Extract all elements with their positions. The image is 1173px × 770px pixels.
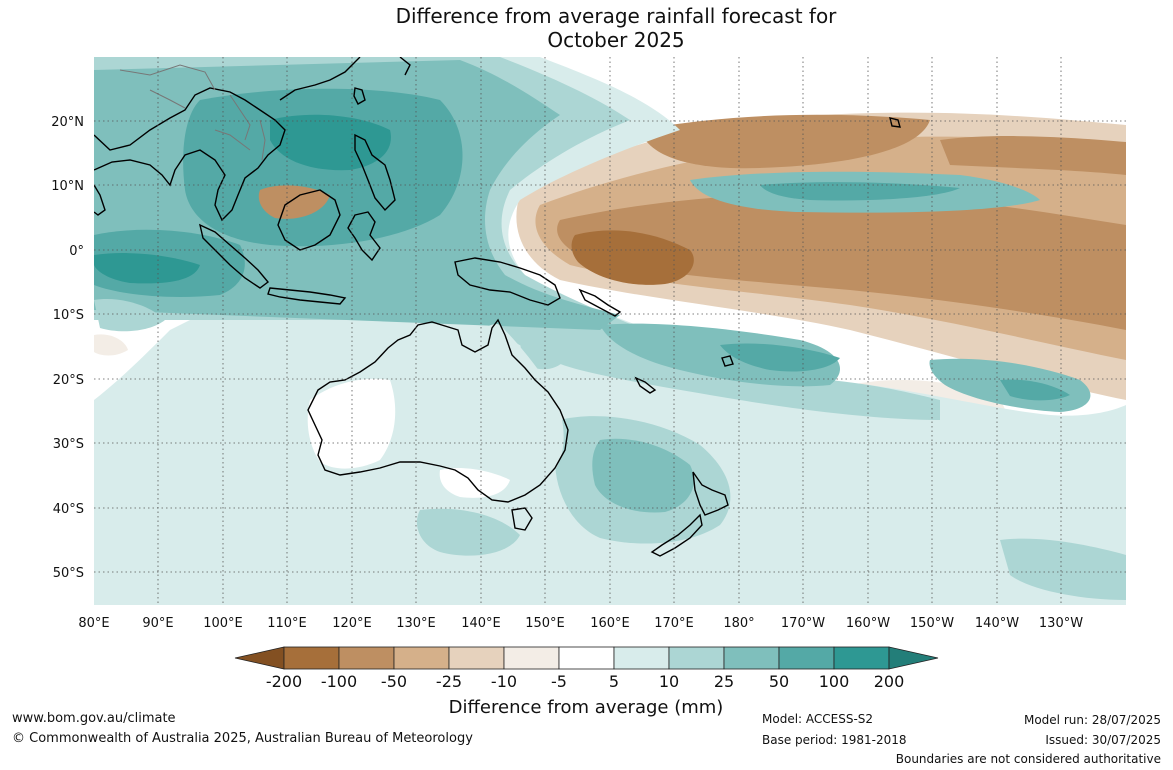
- model-name: Model: ACCESS-S2: [762, 712, 874, 726]
- new-caledonia-coastline: [634, 376, 657, 394]
- colorbar-swatch: [778, 646, 835, 670]
- colorbar-label: -100: [321, 672, 357, 691]
- boundaries-disclaimer: Boundaries are not considered authoritat…: [895, 752, 1161, 766]
- sulawesi-coastline: [347, 211, 381, 262]
- colorbar-label: 10: [659, 672, 679, 691]
- chart-title: Difference from average rainfall forecas…: [0, 4, 1173, 52]
- new-zealand-north-coastline: [692, 471, 729, 516]
- fiji-coastline: [721, 355, 734, 367]
- lon-label: 160°E: [590, 616, 630, 631]
- colorbar-labels: -200 -100 -50 -25 -10 -5 5 10 25 50 100 …: [266, 672, 904, 691]
- model-run-date: Model run: 28/07/2025: [1023, 713, 1161, 727]
- lon-label: 180°: [723, 616, 754, 631]
- australia-coastline: [307, 318, 569, 503]
- colorbar-swatch: [283, 646, 340, 670]
- colorbar-swatch: [558, 646, 615, 670]
- java-coastline: [267, 287, 347, 305]
- lat-label: 30°S: [53, 437, 84, 452]
- issued-date: Issued: 30/07/2025: [1045, 733, 1161, 747]
- lat-label: 40°S: [53, 502, 84, 517]
- lat-label: 10°S: [53, 308, 84, 323]
- lon-label: 170°E: [654, 616, 694, 631]
- mainland-southeast-asia-coastline: [94, 87, 286, 222]
- lon-label: 150°E: [525, 616, 565, 631]
- lon-label: 140°W: [975, 616, 1019, 631]
- lon-label: 110°E: [267, 616, 307, 631]
- lon-label: 130°W: [1039, 616, 1083, 631]
- colorbar-title: Difference from average (mm): [449, 697, 724, 718]
- lat-label: 20°N: [51, 115, 84, 130]
- base-period: Base period: 1981-2018: [762, 733, 907, 747]
- graticule: [94, 57, 1126, 605]
- lon-label: 100°E: [203, 616, 243, 631]
- website-link[interactable]: www.bom.gov.au/climate: [12, 711, 176, 726]
- colorbar-swatch: [613, 646, 670, 670]
- colorbar-label: -5: [551, 672, 567, 691]
- australia-south-white: [439, 468, 510, 498]
- australia-west-white: [307, 378, 396, 469]
- lat-label: 50°S: [53, 566, 84, 581]
- colorbar-swatch: [723, 646, 780, 670]
- lat-label: 0°: [69, 244, 84, 259]
- lon-label: 150°W: [910, 616, 954, 631]
- lon-label: 140°E: [461, 616, 501, 631]
- japan-coastline: [399, 57, 411, 76]
- lon-label: 130°E: [396, 616, 436, 631]
- lon-label: 90°E: [142, 616, 173, 631]
- country-boundaries: [119, 64, 266, 161]
- longitude-labels: 80°E 90°E 100°E 110°E 120°E 130°E 140°E …: [78, 616, 1083, 631]
- colorbar-extend-right: [888, 646, 939, 670]
- colorbar-label: 200: [874, 672, 905, 691]
- colorbar-label: 100: [819, 672, 850, 691]
- map-area: [94, 57, 1126, 605]
- lon-label: 160°W: [846, 616, 890, 631]
- colorbar-extend-left: [234, 646, 285, 670]
- sumatra-coastline: [198, 223, 270, 289]
- title-line-2: October 2025: [547, 28, 685, 52]
- colorbar-swatch: [393, 646, 450, 670]
- colorbar: [234, 646, 939, 670]
- latitude-labels: 20°N 10°N 0° 10°S 20°S 30°S 40°S 50°S: [51, 115, 84, 581]
- colorbar-swatch: [503, 646, 560, 670]
- colorbar-swatch: [833, 646, 890, 670]
- colorbar-label: -10: [491, 672, 517, 691]
- borneo-coastline: [277, 189, 341, 251]
- new-zealand-south-coastline: [650, 513, 703, 557]
- copyright-text: © Commonwealth of Australia 2025, Austra…: [12, 731, 473, 746]
- colorbar-label: 5: [609, 672, 619, 691]
- new-guinea-coastline: [454, 257, 561, 306]
- lon-label: 120°E: [332, 616, 372, 631]
- colorbar-label: -200: [266, 672, 302, 691]
- colorbar-label: 50: [769, 672, 789, 691]
- china-coastline: [279, 57, 361, 101]
- colorbar-swatch: [338, 646, 395, 670]
- lat-label: 20°S: [53, 373, 84, 388]
- hawaii-coastline: [889, 117, 901, 128]
- colorbar-swatch: [668, 646, 725, 670]
- colorbar-label: 25: [714, 672, 734, 691]
- lon-label: 170°W: [781, 616, 825, 631]
- colorbar-label: -25: [436, 672, 462, 691]
- colorbar-label: -50: [381, 672, 407, 691]
- philippines-coastline: [354, 133, 396, 212]
- colorbar-swatch: [448, 646, 505, 670]
- india-coastline: [94, 184, 106, 216]
- taiwan-coastline: [353, 87, 366, 105]
- lat-label: 10°N: [51, 179, 84, 194]
- lon-label: 80°E: [78, 616, 109, 631]
- title-line-1: Difference from average rainfall forecas…: [395, 4, 837, 28]
